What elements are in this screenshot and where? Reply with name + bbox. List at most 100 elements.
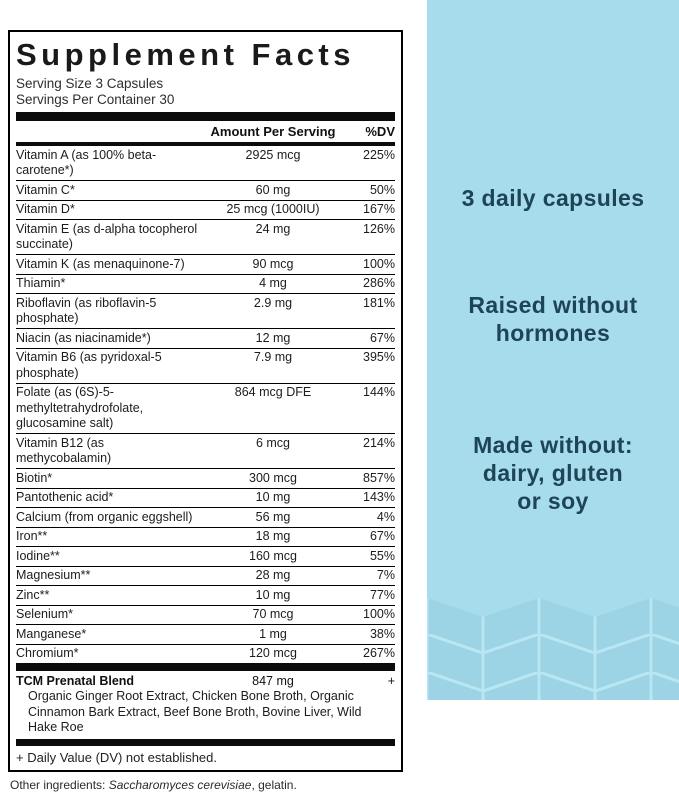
table-row: Magnesium** 28 mg 7%	[16, 565, 395, 586]
nutrient-amount: 56 mg	[255, 509, 291, 524]
table-row: Vitamin B6 (as pyridoxal-5 phosphate) 7.9…	[16, 347, 395, 383]
nutrient-amount: 18 mg	[255, 529, 291, 543]
nutrient-dv: 38%	[369, 626, 395, 641]
other-ingredients: Other ingredients: Saccharomyces cerevis…	[10, 778, 403, 792]
nutrient-amount: 90 mcg	[252, 256, 294, 271]
supplement-facts-box: Supplement Facts Serving Size 3 Capsules…	[8, 30, 403, 772]
nutrient-amount: 1 mg	[259, 626, 287, 641]
claim-line: Made without:	[473, 432, 633, 458]
nutrient-name: Thiamin*	[16, 276, 66, 290]
nutrient-name: Vitamin D*	[16, 202, 75, 216]
table-row: Zinc** 10 mg 77%	[16, 585, 395, 605]
nutrient-dv: 267%	[363, 646, 395, 660]
nutrient-dv: 126%	[363, 221, 395, 236]
header-dv: %DV	[365, 124, 395, 139]
nutrient-amount: 864 mcg DFE	[234, 385, 312, 399]
claim-line: or soy	[517, 488, 589, 514]
table-row: Vitamin D* 25 mcg (1000IU) 167%	[16, 199, 395, 220]
chevron-pattern-icon	[427, 596, 679, 700]
nutrient-amount: 160 mcg	[249, 548, 297, 563]
claim-line: 3 daily capsules	[461, 185, 645, 211]
claim-raised-without-hormones: Raised without hormones	[427, 291, 679, 347]
nutrient-dv: 100%	[363, 607, 395, 621]
nutrient-name: Vitamin K (as menaquinone-7)	[16, 256, 185, 271]
table-row: Iodine** 160 mcg 55%	[16, 546, 395, 566]
servings-per-container: Servings Per Container 30	[16, 91, 175, 107]
header-amount: Amount Per Serving	[210, 124, 336, 139]
nutrient-amount: 24 mg	[255, 221, 291, 236]
table-row: Pantothenic acid* 10 mg 143%	[16, 487, 395, 508]
claims-panel: 3 daily capsules Raised without hormones…	[427, 0, 679, 700]
nutrient-dv: 225%	[363, 147, 395, 162]
nutrient-name: Vitamin B6 (as pyridoxal-5 phosphate)	[16, 350, 162, 380]
serving-size: Serving Size 3 Capsules	[16, 76, 164, 91]
nutrient-dv: 395%	[363, 350, 395, 364]
nutrient-amount: 4 mg	[259, 276, 287, 290]
nutrient-name: Iron**	[16, 529, 48, 543]
blend-amount: 847 mg	[252, 674, 294, 688]
divider-header	[16, 142, 395, 146]
nutrient-dv: 67%	[369, 330, 395, 345]
claim-line: hormones	[495, 320, 611, 346]
nutrient-name: Calcium (from organic eggshell)	[16, 509, 193, 524]
nutrient-amount: 60 mg	[255, 182, 291, 197]
divider-blend	[16, 663, 395, 671]
nutrient-name: Vitamin A (as 100% beta-carotene*)	[16, 147, 157, 178]
nutrient-name: Biotin*	[16, 470, 53, 485]
nutrient-dv: 4%	[376, 509, 395, 524]
table-row: Vitamin C* 60 mg 50%	[16, 180, 395, 200]
nutrient-amount: 7.9 mg	[253, 350, 293, 364]
other-ingredients-suffix: , gelatin.	[251, 777, 297, 792]
nutrient-dv: 67%	[369, 529, 395, 543]
nutrient-name: Vitamin E (as d-alpha tocopherol succina…	[16, 221, 198, 252]
nutrient-dv: 214%	[363, 435, 395, 450]
table-row: Vitamin K (as menaquinone-7) 90 mcg 100%	[16, 254, 395, 274]
claim-line: dairy, gluten	[482, 460, 624, 486]
nutrient-table: Vitamin A (as 100% beta-carotene*) 2925 m…	[16, 146, 395, 663]
nutrient-dv: 77%	[369, 587, 395, 602]
table-row: Manganese* 1 mg 38%	[16, 624, 395, 644]
nutrient-dv: 143%	[363, 490, 395, 504]
blend-ingredients: Organic Ginger Root Extract, Chicken Bon…	[28, 689, 362, 734]
nutrient-amount: 2.9 mg	[253, 295, 293, 310]
other-ingredients-prefix: Other ingredients:	[10, 777, 109, 792]
nutrient-amount: 10 mg	[255, 587, 291, 602]
dv-footnote: + Daily Value (DV) not established.	[16, 749, 217, 765]
nutrient-dv: 55%	[369, 548, 395, 563]
nutrient-dv: 181%	[363, 295, 395, 310]
table-row: Selenium* 70 mcg 100%	[16, 604, 395, 625]
claim-made-without: Made without: dairy, gluten or soy	[427, 431, 679, 515]
nutrient-dv: 100%	[363, 256, 395, 271]
supplement-facts-panel: Supplement Facts Serving Size 3 Capsules…	[8, 30, 403, 792]
table-row: Vitamin B12 (as methycobalamin) 6 mcg 214%	[16, 433, 395, 468]
blend-dv: +	[387, 674, 395, 688]
nutrient-name: Magnesium**	[16, 568, 91, 582]
nutrient-dv: 167%	[363, 202, 395, 216]
nutrient-amount: 2925 mcg	[245, 147, 301, 162]
blend-name: TCM Prenatal Blend	[16, 674, 135, 688]
nutrient-dv: 50%	[369, 182, 395, 197]
claim-daily-capsules: 3 daily capsules	[427, 184, 679, 212]
nutrient-amount: 25 mcg (1000IU)	[226, 202, 320, 216]
table-header: Amount Per Serving %DV	[16, 121, 395, 142]
table-row: Vitamin A (as 100% beta-carotene*) 2925 m…	[16, 146, 395, 180]
nutrient-amount: 10 mg	[255, 490, 291, 504]
nutrient-amount: 120 mcg	[249, 646, 297, 660]
nutrient-name: Vitamin C*	[16, 182, 75, 197]
table-row: Chromium* 120 mcg 267%	[16, 643, 395, 664]
nutrient-name: Iodine**	[16, 548, 60, 563]
nutrient-dv: 857%	[363, 470, 395, 485]
table-row: Riboflavin (as riboflavin-5 phosphate) 2.…	[16, 293, 395, 328]
table-row: Vitamin E (as d-alpha tocopherol succina…	[16, 219, 395, 254]
nutrient-dv: 144%	[363, 385, 395, 399]
nutrient-name: Manganese*	[16, 626, 87, 641]
divider-footnote	[16, 738, 395, 746]
table-row: Thiamin* 4 mg 286%	[16, 273, 395, 294]
nutrient-name: Folate (as (6S)-5-methyltetrahydrofolate…	[16, 385, 144, 430]
table-row: Calcium (from organic eggshell) 56 mg 4%	[16, 507, 395, 527]
nutrient-name: Vitamin B12 (as methycobalamin)	[16, 435, 112, 466]
nutrient-name: Pantothenic acid*	[16, 490, 114, 504]
nutrient-name: Zinc**	[16, 587, 50, 602]
divider-thick-top	[16, 112, 395, 121]
nutrient-amount: 6 mcg	[255, 435, 291, 450]
